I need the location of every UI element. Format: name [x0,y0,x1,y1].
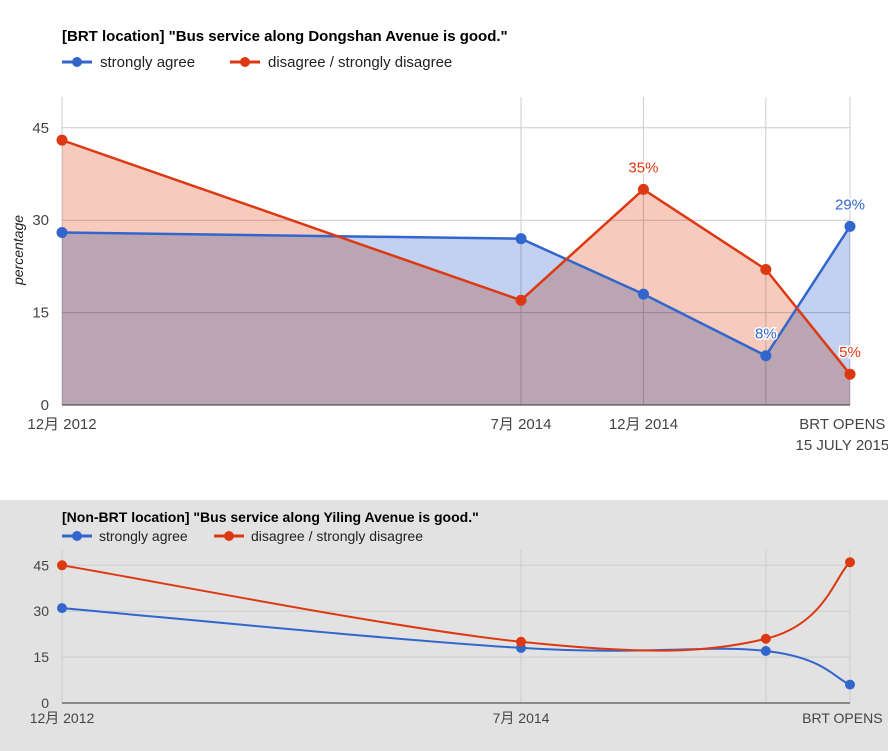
legend[interactable]: strongly agree disagree / strongly disag… [62,54,452,71]
data-point-strongly-agree[interactable] [760,350,772,362]
x-tick-label: BRT OPENS [799,416,885,433]
x-tick-label: BRT OPENS [802,710,882,726]
data-point-disagree[interactable] [760,263,772,275]
y-tick-label: 15 [33,649,49,665]
y-tick-label: 0 [41,695,49,711]
y-tick-label: 15 [32,305,49,322]
data-point-disagree[interactable] [760,633,771,644]
non-brt-chart: [Non-BRT location] "Bus service along Yi… [30,509,883,726]
data-point-strongly-agree[interactable] [845,679,855,690]
legend-label-strongly-agree[interactable]: strongly agree [99,528,188,544]
x-tick-label: 7月 2014 [493,710,550,726]
legend-label-disagree[interactable]: disagree / strongly disagree [251,528,423,544]
series-line-strongly-agree[interactable] [61,607,851,686]
series-line-disagree[interactable] [61,561,851,652]
data-point-disagree[interactable] [57,560,67,571]
area-disagree [62,140,850,405]
x-tick-label: 12月 2014 [609,416,678,433]
data-point-strongly-agree[interactable] [637,288,649,300]
data-label-strongly-agree: 29% [835,196,865,213]
data-point-strongly-agree[interactable] [515,233,527,245]
brt-chart: [BRT location] "Bus service along Dongsh… [10,28,888,454]
data-point-disagree[interactable] [637,183,649,195]
data-point-disagree[interactable] [56,134,68,146]
x-tick-label: 12月 2012 [27,416,96,433]
y-axis-label: percentage [10,215,26,286]
chart-title: [Non-BRT location] "Bus service along Yi… [62,509,479,525]
data-point-strongly-agree[interactable] [56,227,68,239]
legend-marker-strongly-agree [72,57,82,67]
legend-marker-strongly-agree [72,531,82,541]
x-tick-label-line2: 15 JULY 2015 [796,437,888,454]
legend-marker-disagree [224,531,234,541]
data-label-strongly-agree: 8% [755,326,777,343]
y-tick-label: 30 [32,212,49,229]
non-brt-chart-panel: [Non-BRT location] "Bus service along Yi… [0,500,888,751]
legend[interactable]: strongly agree disagree / strongly disag… [62,528,423,544]
brt-chart-panel: [BRT location] "Bus service along Dongsh… [10,28,888,454]
data-point-strongly-agree[interactable] [760,645,771,656]
chart-title: [BRT location] "Bus service along Dongsh… [62,28,508,45]
data-label-disagree: 5% [839,344,861,361]
y-tick-label: 0 [41,397,49,414]
data-point-disagree[interactable] [845,557,855,568]
y-tick-label: 30 [33,603,49,619]
data-label-disagree: 35% [628,159,658,176]
legend-marker-disagree [240,57,250,67]
x-tick-label: 12月 2012 [30,710,95,726]
legend-label-disagree[interactable]: disagree / strongly disagree [268,54,452,71]
data-point-disagree[interactable] [516,636,527,647]
x-tick-label: 7月 2014 [491,416,552,433]
data-point-strongly-agree[interactable] [844,220,856,232]
y-tick-label: 45 [32,120,49,137]
y-tick-label: 45 [33,557,49,573]
data-point-disagree[interactable] [844,368,856,380]
data-point-strongly-agree[interactable] [57,603,67,614]
legend-label-strongly-agree[interactable]: strongly agree [100,54,195,71]
data-point-disagree[interactable] [515,294,527,306]
